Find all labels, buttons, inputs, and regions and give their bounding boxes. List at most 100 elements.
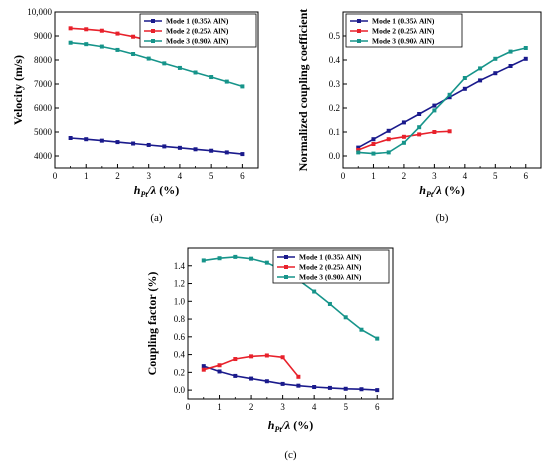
series-2-point [99, 28, 104, 33]
legend-swatch-marker [357, 19, 361, 23]
series-1-line [203, 365, 378, 391]
series-3-point [131, 52, 136, 56]
series-1-point [84, 137, 89, 142]
y-tick-label: 1.0 [174, 296, 186, 306]
series-3-point [162, 61, 167, 66]
y-tick-label: 0.3 [329, 79, 341, 89]
series-3-point [84, 42, 89, 47]
plot-frame [187, 247, 394, 400]
series-2-point [264, 353, 269, 358]
series-3-point [249, 256, 254, 261]
series-2-point [217, 363, 222, 368]
legend-swatch-marker [151, 39, 155, 43]
series-3-point [99, 44, 104, 49]
legend-entry: Mode 1 (0.35λ AlN) [166, 17, 229, 26]
y-tick-label: 9000 [34, 31, 53, 41]
series-1-point [327, 385, 332, 390]
series-2-point [417, 132, 422, 137]
plot-frame [54, 11, 259, 169]
series-1-point [162, 144, 167, 149]
y-tick-label: 8000 [34, 55, 53, 65]
series-3-line [358, 47, 526, 155]
panel-label: (a) [150, 212, 163, 224]
series-3-point [359, 327, 364, 332]
x-tick-label: 2 [115, 171, 120, 181]
panel-label: (b) [436, 212, 449, 224]
series-2-point [296, 374, 301, 379]
x-axis-label: hPt/λ (%) [134, 183, 179, 199]
series-1-line [70, 137, 243, 155]
x-tick-label: 0 [341, 171, 346, 181]
series-1-point [343, 386, 348, 391]
legend-swatch-marker [151, 19, 155, 23]
x-tick-label: 1 [84, 171, 89, 181]
series-2-point [447, 129, 452, 134]
series-3-point [209, 75, 214, 80]
x-tick-label: 5 [493, 171, 498, 181]
series-1-point [375, 388, 380, 393]
series-3-point [177, 65, 182, 70]
series-1-point [417, 112, 422, 116]
series-1-point [240, 152, 245, 157]
series-1-point [264, 379, 269, 384]
series-1-point [217, 369, 222, 374]
series-2-point [386, 137, 391, 142]
series-1-line [357, 58, 527, 149]
x-tick-label: 1 [371, 171, 376, 181]
series-1-point [462, 86, 467, 91]
series-1-point [371, 137, 376, 142]
series-3-point [224, 79, 229, 84]
series-1-point [209, 148, 214, 153]
series-2-point [84, 27, 89, 32]
series-2-point [233, 357, 238, 362]
series-3-point [375, 336, 380, 341]
legend: Mode 1 (0.35λ AlN)Mode 2 (0.25λ AlN)Mode… [139, 13, 257, 48]
series-1-point [312, 385, 317, 390]
series-1-point [493, 71, 498, 76]
y-tick-label: 0.5 [329, 31, 341, 41]
series-3-point [264, 260, 269, 265]
series-3-point [371, 151, 376, 156]
x-tick-label: 4 [178, 171, 183, 181]
series-3-point [240, 84, 245, 89]
x-tick-label: 2 [249, 402, 254, 412]
series-1-point [296, 383, 301, 388]
chart-a: 0 1 2 3 4 5 6 4000 5000 6000 7000 8000 9000 10,000 hPt… [11, 7, 259, 224]
series-3-point [68, 40, 73, 45]
series-1-point [280, 381, 285, 386]
y-tick-label: 0.6 [174, 332, 186, 342]
series-1-point [447, 95, 452, 100]
y-tick-label: 0.2 [329, 103, 340, 113]
series-1-point [478, 78, 483, 83]
x-tick-label: 6 [375, 402, 380, 412]
series-1-point [359, 387, 364, 392]
x-tick-label: 2 [402, 171, 407, 181]
legend-entry: Mode 2 (0.25λ AlN) [372, 27, 435, 36]
legend-swatch-marker [284, 265, 288, 269]
series-1-point [401, 120, 406, 125]
series-1-point [177, 145, 182, 150]
y-tick-label: 1.2 [174, 279, 185, 289]
x-tick-label: 4 [463, 171, 468, 181]
series-1-point [508, 64, 513, 68]
series-3-point [327, 301, 332, 306]
legend: Mode 1 (0.35λ AlN)Mode 2 (0.25λ AlN)Mode… [272, 249, 390, 284]
y-tick-label: 1.4 [174, 261, 186, 271]
series-3-point [462, 76, 467, 80]
y-tick-label: 7000 [34, 79, 53, 89]
y-tick-label: 10,000 [27, 7, 52, 17]
x-tick-label: 6 [524, 171, 529, 181]
series-3-point [343, 315, 348, 320]
x-tick-label: 3 [280, 402, 285, 412]
series-1-point [356, 145, 361, 150]
x-tick-label: 1 [217, 402, 222, 412]
x-axis-label: hPt/λ (%) [268, 418, 313, 434]
series-3-point [417, 125, 422, 130]
x-axis-label: hPt/λ (%) [419, 183, 464, 199]
legend-entry: Mode 3 (0.90λ AlN) [372, 37, 435, 46]
y-tick-label: 5000 [34, 127, 53, 137]
y-axis-label: Coupling factor (%) [145, 272, 159, 376]
legend-swatch-marker [357, 29, 361, 33]
series-1-point [249, 376, 254, 381]
